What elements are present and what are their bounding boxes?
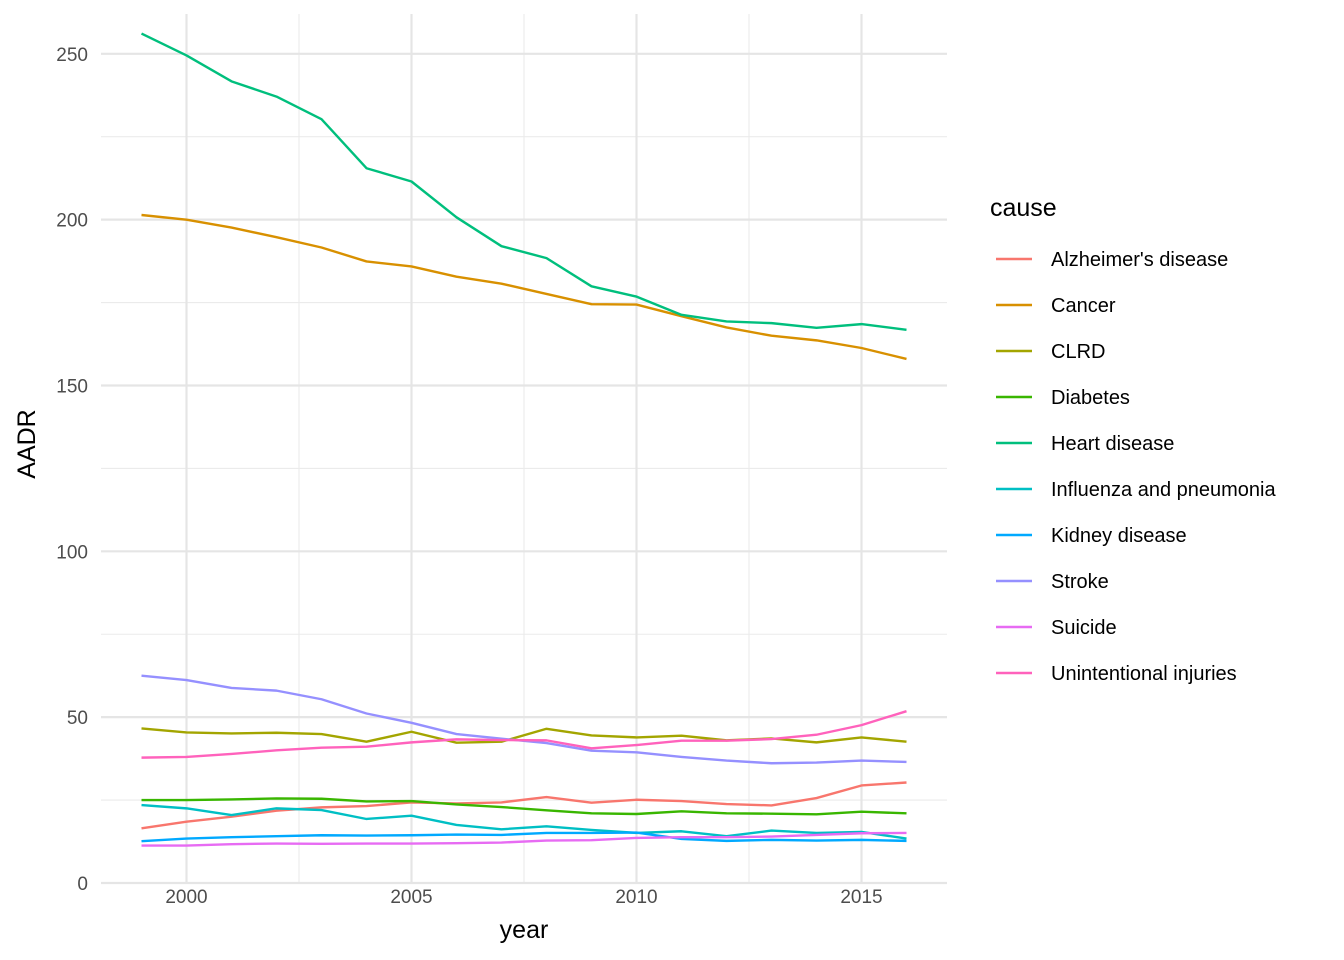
y-tick-label: 0 [77, 874, 88, 895]
y-axis-tick-labels: 0 50 100 150 200 250 [56, 45, 88, 895]
legend-item: Kidney disease [996, 525, 1187, 547]
legend-items: Alzheimer's disease Cancer CLRD Diabetes Hea… [996, 249, 1276, 685]
x-axis-tick-labels: 2000 2005 2010 2015 [165, 887, 882, 908]
x-tick-label: 2005 [390, 887, 432, 908]
legend-item: Heart disease [996, 433, 1174, 455]
legend-item: Suicide [996, 617, 1117, 639]
series-line-diabetes [141, 797, 907, 816]
y-tick-label: 250 [56, 45, 88, 66]
legend-label: Heart disease [1051, 433, 1174, 455]
legend-label: Influenza and pneumonia [1051, 479, 1276, 501]
legend-item: Alzheimer's disease [996, 249, 1228, 271]
legend-label: Unintentional injuries [1051, 663, 1237, 685]
series-line-unintentional-injuries [141, 710, 907, 759]
y-tick-label: 50 [67, 708, 88, 729]
legend-item: Cancer [996, 295, 1116, 317]
x-tick-label: 2000 [165, 887, 207, 908]
legend: cause Alzheimer's disease Cancer CLRD Diabe… [990, 194, 1276, 685]
legend-label: Suicide [1051, 617, 1117, 639]
series-lines [140, 32, 907, 847]
y-axis-title: AADR [13, 409, 41, 478]
legend-item: Influenza and pneumonia [996, 479, 1276, 501]
series-line-suicide [141, 831, 907, 847]
series-line-heart-disease [140, 32, 907, 331]
legend-label: Stroke [1051, 571, 1109, 593]
legend-item: Unintentional injuries [996, 663, 1237, 685]
legend-label: Kidney disease [1051, 525, 1187, 547]
legend-label: CLRD [1051, 341, 1105, 363]
series-line-influenza-and-pneumonia [141, 803, 907, 840]
series-line-cancer [141, 213, 907, 361]
x-tick-label: 2010 [615, 887, 657, 908]
legend-label: Diabetes [1051, 387, 1130, 409]
legend-item: Diabetes [996, 387, 1130, 409]
x-axis-title: year [500, 916, 549, 944]
grid-minor [101, 14, 947, 883]
legend-label: Cancer [1051, 295, 1116, 317]
grid-major [101, 14, 947, 885]
legend-label: Alzheimer's disease [1051, 249, 1228, 271]
series-line-kidney-disease [141, 831, 907, 843]
y-tick-label: 150 [56, 376, 88, 397]
legend-item: Stroke [996, 571, 1109, 593]
y-tick-label: 200 [56, 211, 88, 232]
y-tick-label: 100 [56, 542, 88, 563]
legend-title: cause [990, 194, 1057, 222]
legend-item: CLRD [996, 341, 1105, 363]
series-line-alzheimer-s-disease [141, 781, 907, 830]
x-tick-label: 2015 [840, 887, 882, 908]
